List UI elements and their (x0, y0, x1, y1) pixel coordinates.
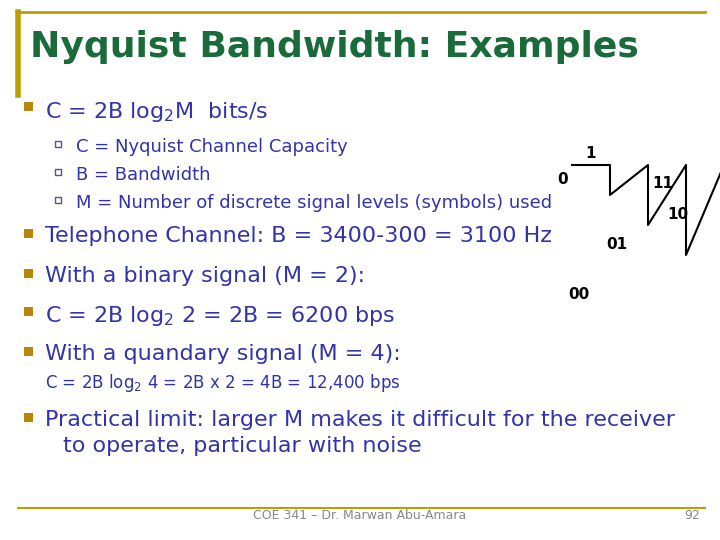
Text: C = 2B log$_2$M  bits/s: C = 2B log$_2$M bits/s (45, 100, 269, 124)
Text: 10: 10 (667, 207, 688, 222)
Text: C = 2B log$_2$ 2 = 2B = 6200 bps: C = 2B log$_2$ 2 = 2B = 6200 bps (45, 304, 395, 328)
Bar (55, 169, 61, 175)
Text: With a binary signal (M = 2):: With a binary signal (M = 2): (45, 266, 365, 286)
Text: COE 341 – Dr. Marwan Abu-Amara: COE 341 – Dr. Marwan Abu-Amara (253, 509, 467, 522)
Bar (55, 197, 61, 203)
Text: 1: 1 (586, 146, 596, 161)
Bar (24, 307, 32, 315)
Bar (55, 141, 61, 147)
Bar (24, 268, 32, 278)
Text: With a quandary signal (M = 4):: With a quandary signal (M = 4): (45, 344, 401, 364)
Text: 01: 01 (606, 237, 627, 252)
Text: Telephone Channel: B = 3400-300 = 3100 Hz: Telephone Channel: B = 3400-300 = 3100 H… (45, 226, 552, 246)
Bar (24, 228, 32, 238)
Text: B = Bandwidth: B = Bandwidth (76, 166, 210, 184)
Text: 00: 00 (568, 287, 589, 302)
Bar (24, 347, 32, 355)
Text: C = 2B log$_2$ 4 = 2B x 2 = 4B = 12,400 bps: C = 2B log$_2$ 4 = 2B x 2 = 4B = 12,400 … (45, 372, 400, 394)
Text: 92: 92 (684, 509, 700, 522)
Text: 11: 11 (652, 176, 673, 191)
Bar (24, 413, 32, 422)
Text: M = Number of discrete signal levels (symbols) used: M = Number of discrete signal levels (sy… (76, 194, 552, 212)
Text: 0: 0 (557, 172, 568, 187)
Bar (24, 102, 32, 111)
Text: C = Nyquist Channel Capacity: C = Nyquist Channel Capacity (76, 138, 348, 156)
Text: to operate, particular with noise: to operate, particular with noise (63, 436, 422, 456)
Text: Nyquist Bandwidth: Examples: Nyquist Bandwidth: Examples (30, 30, 639, 64)
Text: Practical limit: larger M makes it difficult for the receiver: Practical limit: larger M makes it diffi… (45, 410, 675, 430)
